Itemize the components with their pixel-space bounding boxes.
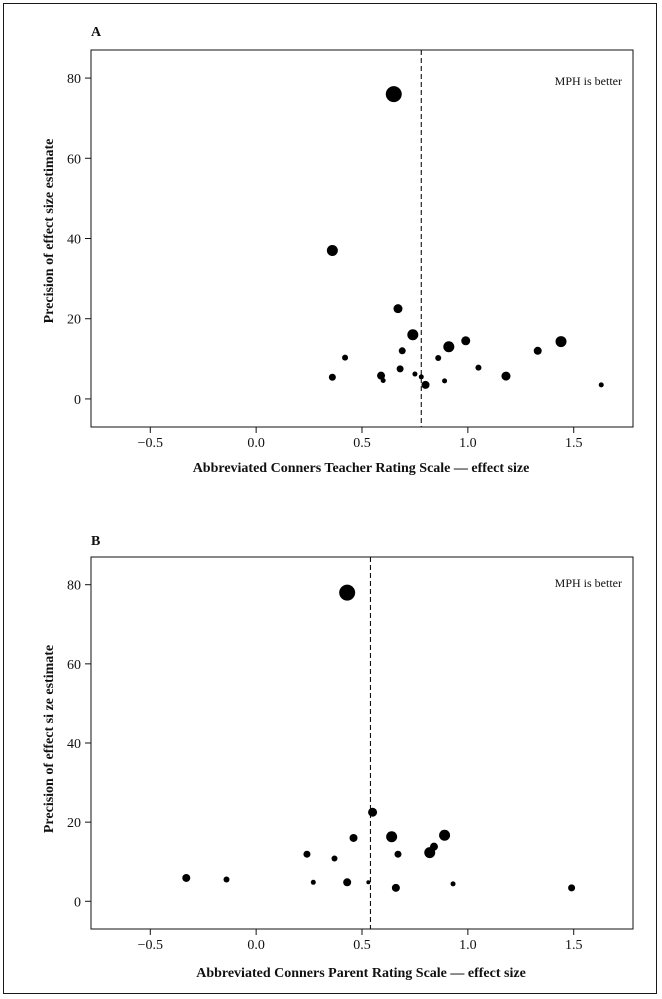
panel-a-data-point [421,380,430,389]
panel-a-y-tick-label: 20 [67,313,81,328]
panel-b-data-point [310,879,316,885]
panel-b-data-point [450,881,456,887]
panel-a-data-point [328,373,336,381]
panel-b-data-point [439,829,451,841]
panel-b-y-axis-title: Precision of effect si ze estimate [42,645,57,833]
panel-b-data-point [303,850,311,858]
panel-b-x-axis-title: Abbreviated Conners Parent Rating Scale … [196,966,526,981]
panel-b-x-tick-label: 0.5 [353,938,371,953]
panel-b-annotation: MPH is better [555,576,622,590]
panel-a-data-point [398,347,406,355]
panel-a-data-point [501,371,511,381]
panel-b-data-point [394,850,402,858]
panel-b-data-point [568,884,576,892]
panel-a-data-point [385,86,402,103]
panel-b-data-point [349,833,358,842]
panel-a: A Precision of effect size estimate Abbr… [42,25,634,476]
panel-a-y-axis-title: Precision of effect size estimate [42,139,57,324]
panel-a-x-axis-title: Abbreviated Conners Teacher Rating Scale… [193,461,530,476]
panel-b-y-tick-label: 20 [67,816,81,831]
panel-b-data-point [424,847,436,859]
panel-a-y-tick-label: 60 [67,152,81,167]
panel-a-data-point [598,382,604,388]
panel-b-data-point [331,855,338,862]
panel-b-data-point [391,883,400,892]
panel-a-data-point [412,371,418,377]
panel-a-data-point [555,336,567,348]
panel-b-data-point [366,880,371,885]
panel-b-x-tick-label: 1.5 [565,938,583,953]
panel-a-data-point [342,354,349,361]
panel-b-data-point [386,831,398,843]
panel-a-data-point [442,378,448,384]
panel-b-y-tick-label: 0 [74,895,81,910]
panel-b-y-tick-label: 60 [67,658,81,673]
panel-a-data-point [380,377,386,383]
panel-b-data-point [223,876,230,883]
panel-a-x-tick-label: 0.5 [353,436,371,451]
panel-b-y-tick-label: 40 [67,737,81,752]
panel-b-data-point [343,878,352,887]
panel-b: B Precision of effect si ze estimate Abb… [42,534,634,981]
panel-b-x-tick-label: 1.0 [459,938,477,953]
panel-a-data-point [407,329,419,341]
panel-a-annotation: MPH is better [555,74,622,88]
panel-b-data-point [182,873,191,882]
panel-a-plot-frame [90,49,634,428]
panel-a-data-point [396,365,404,373]
panel-a-y-tick-label: 40 [67,233,81,248]
panel-a-data-point [443,341,455,353]
panel-a-y-tick-label: 80 [67,72,81,87]
panel-a-data-point [461,336,471,346]
panel-b-letter: B [91,534,100,549]
panel-b-data-point [339,584,356,601]
panel-a-y-tick-label: 0 [74,393,81,408]
panel-b-x-tick-label: −0.5 [138,938,163,953]
panel-a-x-tick-label: 1.5 [565,436,583,451]
panel-a-data-point [393,304,403,314]
panel-a-data-point [326,245,338,257]
panel-a-x-tick-label: 1.0 [459,436,477,451]
panel-a-data-point [435,355,442,362]
figure-border [3,3,657,994]
panel-b-plot-frame [90,556,634,930]
panel-a-data-point [475,364,482,371]
panel-a-x-tick-label: 0.0 [247,436,265,451]
panel-a-data-point [533,346,542,355]
panel-a-x-tick-label: −0.5 [138,436,163,451]
panel-b-x-tick-label: 0.0 [247,938,265,953]
panel-a-data-point [418,374,424,380]
panel-a-data-point [377,371,386,380]
panel-b-y-tick-label: 80 [67,579,81,594]
panel-a-letter: A [91,25,102,40]
panel-b-data-point [368,807,378,817]
